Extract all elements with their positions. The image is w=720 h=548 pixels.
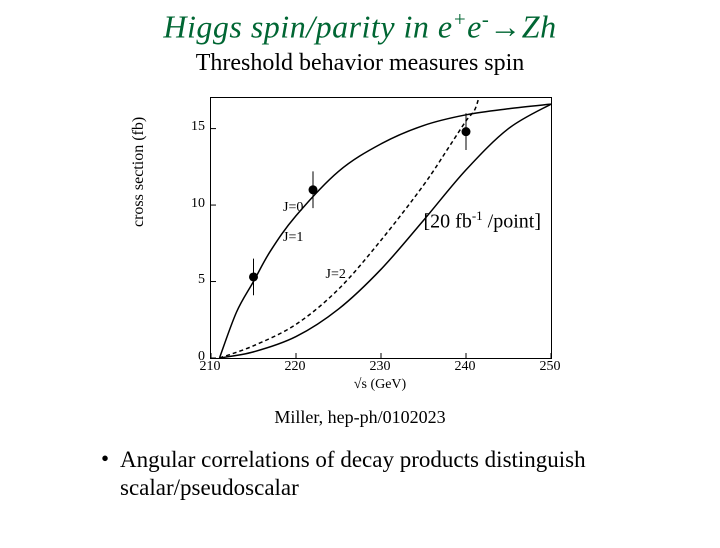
- bullet-text: Angular correlations of decay products d…: [120, 446, 630, 504]
- title-arrow: →: [489, 9, 522, 45]
- curve-label-j0: J=0: [283, 200, 303, 216]
- x-tick: 240: [455, 359, 476, 375]
- xlabel-unit: (GeV): [367, 377, 406, 392]
- x-tick: 230: [370, 359, 391, 375]
- title-sup1: +: [453, 8, 468, 31]
- threshold-chart: cross section (fb) J=0 J=1 J=2 [20 fb-1 …: [140, 87, 580, 387]
- page-title: Higgs spin/parity in e+e-→Zh: [0, 8, 720, 46]
- x-axis-label: √s (GeV): [210, 377, 550, 393]
- bullet-block: • Angular correlations of decay products…: [90, 446, 630, 504]
- title-mid: e: [467, 9, 482, 45]
- citation: Miller, hep-ph/0102023: [0, 407, 720, 428]
- x-tick: 250: [540, 359, 561, 375]
- title-prefix: Higgs spin/parity in e: [163, 9, 452, 45]
- x-tick: 220: [285, 359, 306, 375]
- bullet-item: • Angular correlations of decay products…: [90, 446, 630, 504]
- annot-pre: [20 fb: [424, 211, 472, 233]
- curve-label-j1: J=1: [283, 230, 303, 246]
- annot-post: /point]: [483, 211, 541, 233]
- y-tick: 5: [185, 272, 205, 288]
- x-tick: 210: [200, 359, 221, 375]
- xlabel-prefix: √s: [354, 377, 367, 392]
- y-tick: 15: [185, 119, 205, 135]
- bullet-marker: •: [90, 446, 120, 472]
- subtitle: Threshold behavior measures spin: [0, 50, 720, 77]
- annot-sup: -1: [472, 208, 483, 223]
- y-axis-label: cross section (fb): [130, 116, 148, 226]
- y-tick: 10: [185, 196, 205, 212]
- title-suffix: Zh: [522, 9, 557, 45]
- luminosity-annotation: [20 fb-1 /point]: [424, 208, 542, 234]
- plot-box: J=0 J=1 J=2 [20 fb-1 /point]: [210, 97, 552, 359]
- curve-label-j2: J=2: [326, 267, 346, 283]
